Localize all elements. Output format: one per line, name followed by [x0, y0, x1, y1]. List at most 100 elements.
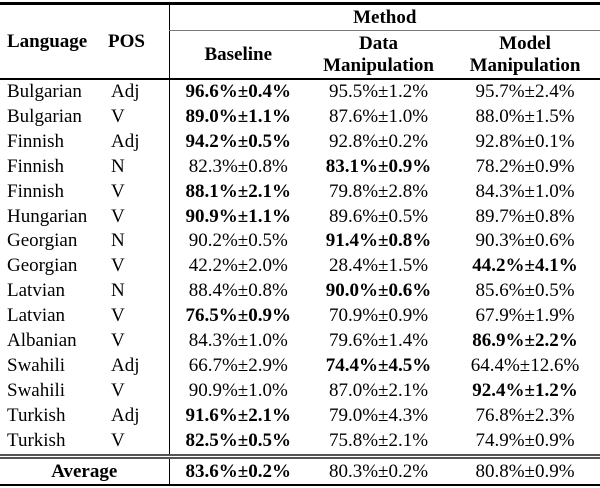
baseline-cell: 89.0%±1.1%: [168, 104, 307, 130]
language-cell: Georgian: [7, 255, 78, 277]
table-body: Bulgarian Adj 96.6%±0.4% 95.5%±1.2% 95.7…: [0, 79, 600, 457]
table-row: Albanian V 84.3%±1.0% 79.6%±1.4% 86.9%±2…: [0, 329, 600, 354]
model-manipulation-cell: 64.4%±12.6%: [470, 354, 580, 376]
pos-cell: N: [111, 230, 125, 252]
baseline-cell: 91.6%±2.1%: [168, 403, 307, 429]
model-manipulation-column-header: Model Manipulation: [450, 30, 600, 80]
pos-cell: N: [111, 155, 125, 177]
language-cell: Latvian: [7, 305, 66, 327]
average-data-manipulation-cell: 80.3%±0.2%: [307, 453, 450, 486]
model-manipulation-cell: 85.6%±0.5%: [475, 280, 575, 302]
data-manipulation-cell: 92.8%±0.2%: [328, 130, 429, 152]
baseline-cell: 88.4%±0.8%: [168, 279, 307, 305]
method-group-header: Method: [168, 2, 600, 31]
baseline-cell: 82.5%±0.5%: [168, 428, 307, 457]
baseline-cell: 90.2%±0.5%: [168, 229, 307, 255]
data-manipulation-cell: 87.0%±2.1%: [328, 379, 429, 401]
language-cell: Albanian: [7, 330, 77, 352]
table-header: Language POS Method Baseline Data Manipu…: [0, 2, 600, 80]
language-cell: Swahili: [7, 354, 66, 376]
pos-cell: Adj: [111, 404, 140, 426]
pos-cell: Adj: [111, 81, 140, 102]
pos-cell: V: [111, 105, 125, 127]
language-cell: Turkish: [7, 404, 66, 426]
average-row: Average 83.6%±0.2% 80.3%±0.2% 80.8%±0.9%: [0, 453, 600, 486]
baseline-cell: 84.3%±1.0%: [168, 329, 307, 354]
model-manipulation-cell: 90.3%±0.6%: [475, 230, 575, 252]
pos-column-header: POS: [105, 2, 169, 80]
pos-cell: V: [111, 429, 125, 451]
data-manipulation-cell: 95.5%±1.2%: [328, 81, 429, 102]
average-label: Average: [0, 453, 169, 486]
data-manipulation-cell: 83.1%±0.9%: [325, 155, 432, 177]
model-manipulation-cell: 86.9%±2.2%: [472, 330, 578, 352]
model-manipulation-cell: 92.8%±0.1%: [475, 130, 575, 152]
pos-cell: V: [111, 205, 125, 227]
data-manipulation-cell: 90.0%±0.6%: [325, 280, 432, 302]
language-cell: Finnish: [7, 130, 65, 152]
model-manipulation-cell: 88.0%±1.5%: [475, 105, 575, 127]
baseline-cell: 42.2%±2.0%: [168, 254, 307, 280]
table-row: Bulgarian V 89.0%±1.1% 87.6%±1.0% 88.0%±…: [0, 104, 600, 130]
language-cell: Georgian: [7, 230, 78, 252]
language-cell: Finnish: [7, 155, 65, 177]
table-row: Latvian V 76.5%±0.9% 70.9%±0.9% 67.9%±1.…: [0, 304, 600, 330]
table-footer: Average 83.6%±0.2% 80.3%±0.2% 80.8%±0.9%: [0, 453, 600, 486]
baseline-cell: 76.5%±0.9%: [168, 304, 307, 330]
model-manipulation-cell: 92.4%±1.2%: [472, 379, 578, 401]
method-columns-row: Baseline Data Manipulation Model Manipul…: [0, 30, 600, 80]
baseline-cell: 88.1%±2.1%: [168, 179, 307, 205]
baseline-cell: 90.9%±1.1%: [168, 204, 307, 230]
model-manipulation-cell: 44.2%±4.1%: [472, 255, 578, 277]
pos-cell: V: [111, 255, 125, 277]
language-column-header: Language: [0, 2, 105, 80]
table-row: Turkish Adj 91.6%±2.1% 79.0%±4.3% 76.8%±…: [0, 403, 600, 429]
pos-cell: V: [111, 379, 125, 401]
table-row: Georgian V 42.2%±2.0% 28.4%±1.5% 44.2%±4…: [0, 254, 600, 280]
model-manipulation-cell: 89.7%±0.8%: [475, 205, 575, 227]
baseline-cell: 90.9%±1.0%: [168, 378, 307, 404]
baseline-cell: 82.3%±0.8%: [168, 154, 307, 180]
data-manipulation-cell: 91.4%±0.8%: [325, 230, 432, 252]
language-cell: Turkish: [7, 429, 66, 451]
pos-cell: Adj: [111, 354, 140, 376]
table-row: Bulgarian Adj 96.6%±0.4% 95.5%±1.2% 95.7…: [0, 79, 600, 105]
pos-cell: N: [111, 280, 125, 302]
data-manipulation-cell: 89.6%±0.5%: [328, 205, 429, 227]
model-manipulation-cell: 76.8%±2.3%: [475, 404, 575, 426]
language-cell: Bulgarian: [7, 81, 82, 102]
table-row: Turkish V 82.5%±0.5% 75.8%±2.1% 74.9%±0.…: [0, 428, 600, 457]
data-manipulation-cell: 70.9%±0.9%: [328, 305, 429, 327]
model-manipulation-cell: 67.9%±1.9%: [475, 305, 575, 327]
data-manipulation-cell: 79.6%±1.4%: [328, 330, 429, 352]
table-row: Latvian N 88.4%±0.8% 90.0%±0.6% 85.6%±0.…: [0, 279, 600, 305]
table-row: Hungarian V 90.9%±1.1% 89.6%±0.5% 89.7%±…: [0, 204, 600, 230]
language-cell: Finnish: [7, 180, 65, 202]
average-model-manipulation-cell: 80.8%±0.9%: [450, 453, 600, 486]
table-row: Georgian N 90.2%±0.5% 91.4%±0.8% 90.3%±0…: [0, 229, 600, 255]
language-cell: Hungarian: [7, 205, 88, 227]
table-row: Finnish Adj 94.2%±0.5% 92.8%±0.2% 92.8%±…: [0, 129, 600, 155]
table-row: Finnish N 82.3%±0.8% 83.1%±0.9% 78.2%±0.…: [0, 154, 600, 180]
data-manipulation-cell: 28.4%±1.5%: [328, 255, 429, 277]
table-row: Swahili Adj 66.7%±2.9% 74.4%±4.5% 64.4%±…: [0, 353, 600, 379]
language-cell: Swahili: [7, 379, 66, 401]
pos-cell: V: [111, 305, 125, 327]
baseline-cell: 66.7%±2.9%: [168, 353, 307, 379]
data-manipulation-cell: 79.8%±2.8%: [328, 180, 429, 202]
baseline-cell: 94.2%±0.5%: [168, 129, 307, 155]
data-manipulation-cell: 74.4%±4.5%: [325, 354, 432, 376]
data-manipulation-column-header: Data Manipulation: [307, 30, 450, 80]
baseline-column-header: Baseline: [168, 30, 307, 80]
pos-cell: V: [111, 330, 125, 352]
language-cell: Latvian: [7, 280, 66, 302]
language-cell: Bulgarian: [7, 105, 82, 127]
table-row: Swahili V 90.9%±1.0% 87.0%±2.1% 92.4%±1.…: [0, 378, 600, 404]
pos-cell: V: [111, 180, 125, 202]
baseline-cell: 96.6%±0.4%: [168, 79, 307, 105]
data-manipulation-cell: 87.6%±1.0%: [328, 105, 429, 127]
data-manipulation-cell: 75.8%±2.1%: [328, 429, 429, 451]
model-manipulation-cell: 84.3%±1.0%: [475, 180, 575, 202]
